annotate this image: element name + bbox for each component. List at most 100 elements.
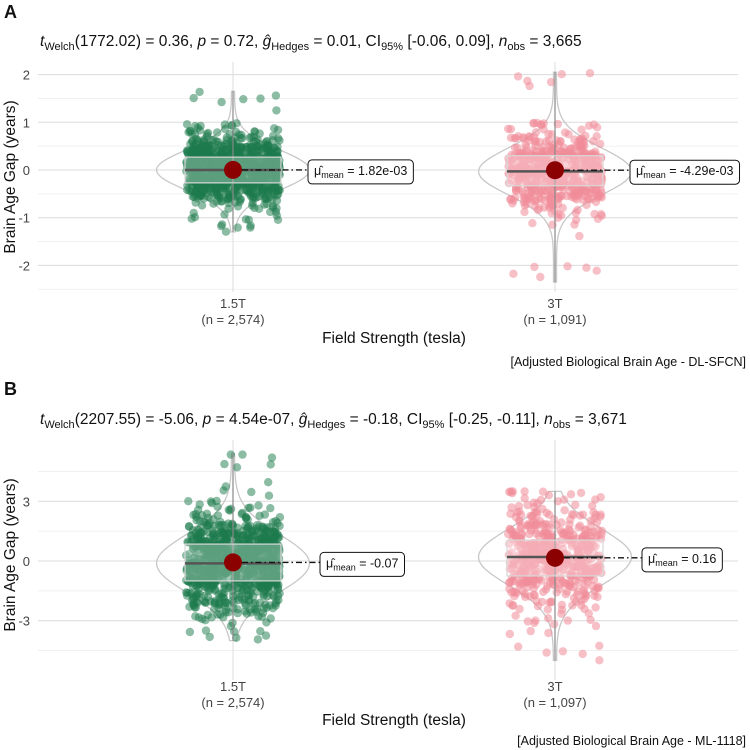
data-point xyxy=(520,589,529,599)
mean-label-text: μ̂mean = 0.16 xyxy=(648,552,716,568)
mean-label: μ̂mean = 0.16 xyxy=(641,547,723,573)
data-point xyxy=(238,450,247,459)
data-point xyxy=(273,125,283,135)
data-point xyxy=(220,183,229,193)
x-tick-label: 3T xyxy=(547,296,562,311)
data-point xyxy=(257,189,266,198)
data-point xyxy=(566,515,575,524)
data-point xyxy=(264,581,274,590)
data-point xyxy=(182,120,192,129)
mean-point xyxy=(546,548,564,567)
data-point xyxy=(523,500,532,510)
data-point xyxy=(531,541,540,551)
data-point xyxy=(594,582,603,591)
data-point xyxy=(546,147,555,157)
data-point xyxy=(577,601,586,610)
data-point xyxy=(264,478,273,487)
data-point xyxy=(250,127,259,136)
caption: [Adjusted Biological Brain Age - DL-SFCN… xyxy=(510,355,746,369)
data-point xyxy=(573,548,583,557)
data-point xyxy=(226,504,236,513)
data-point xyxy=(205,632,214,642)
x-tick-n-label: (n = 1,091) xyxy=(523,312,586,327)
data-point xyxy=(540,159,550,168)
data-point xyxy=(213,128,222,137)
data-point xyxy=(212,179,221,189)
data-point xyxy=(271,599,280,608)
data-point xyxy=(512,508,522,517)
mean-point xyxy=(224,160,242,179)
data-point xyxy=(544,136,553,145)
data-point xyxy=(508,487,517,496)
data-point xyxy=(506,133,516,142)
data-point xyxy=(233,202,243,211)
data-point xyxy=(195,153,205,163)
data-point xyxy=(550,620,559,629)
data-point xyxy=(544,614,553,623)
data-point xyxy=(227,120,236,130)
data-point xyxy=(546,77,556,87)
data-point xyxy=(263,591,272,601)
data-point xyxy=(261,547,270,556)
data-point xyxy=(520,487,529,496)
data-point xyxy=(536,495,546,505)
data-point xyxy=(558,577,567,586)
data-point xyxy=(192,548,201,557)
data-point xyxy=(538,504,547,513)
data-point xyxy=(592,266,601,275)
mean-point xyxy=(224,553,242,572)
data-point xyxy=(595,641,604,650)
y-tick-label: -1 xyxy=(18,211,30,226)
data-point xyxy=(261,631,271,640)
data-point xyxy=(579,138,588,148)
data-point xyxy=(563,616,572,625)
data-point xyxy=(213,575,222,585)
data-point xyxy=(200,582,209,591)
mean-label-box xyxy=(319,551,406,577)
data-point xyxy=(542,648,551,657)
data-point xyxy=(558,647,568,656)
data-point xyxy=(558,566,568,575)
data-point xyxy=(527,172,537,181)
data-point xyxy=(220,120,230,129)
data-point xyxy=(541,585,551,594)
data-point xyxy=(251,554,261,564)
data-point xyxy=(530,521,539,530)
data-point xyxy=(273,591,283,600)
x-tick-n-label: (n = 1,097) xyxy=(523,695,586,710)
data-point xyxy=(203,128,213,138)
group-1.5T: μ̂mean = 1.82e-03 xyxy=(155,87,414,236)
data-point xyxy=(272,191,282,200)
data-point xyxy=(538,520,547,529)
data-point xyxy=(239,95,248,104)
data-point xyxy=(547,597,556,606)
mean-label: μ̂mean = -0.07 xyxy=(319,551,406,577)
data-point xyxy=(593,193,602,202)
data-point xyxy=(523,617,532,626)
data-point xyxy=(523,520,533,529)
data-point xyxy=(539,119,548,128)
data-point xyxy=(558,203,567,213)
data-point xyxy=(226,450,235,459)
data-point xyxy=(591,621,601,631)
data-point xyxy=(574,523,583,532)
y-tick-label: 0 xyxy=(23,163,30,178)
data-point xyxy=(212,496,221,506)
data-point xyxy=(240,535,250,544)
data-point xyxy=(252,524,261,533)
data-point xyxy=(182,551,191,560)
data-point xyxy=(187,531,197,540)
data-point xyxy=(221,580,230,589)
data-point xyxy=(247,172,256,182)
data-point xyxy=(520,194,529,203)
data-point xyxy=(561,590,570,599)
data-point xyxy=(509,196,518,205)
data-point xyxy=(578,510,588,519)
data-point xyxy=(558,178,568,187)
data-point xyxy=(243,186,252,195)
data-point xyxy=(511,611,520,620)
data-point xyxy=(577,177,586,186)
data-point xyxy=(529,560,538,570)
mean-label-text: μ̂mean = -4.29e-03 xyxy=(636,164,734,180)
data-point xyxy=(547,130,556,139)
